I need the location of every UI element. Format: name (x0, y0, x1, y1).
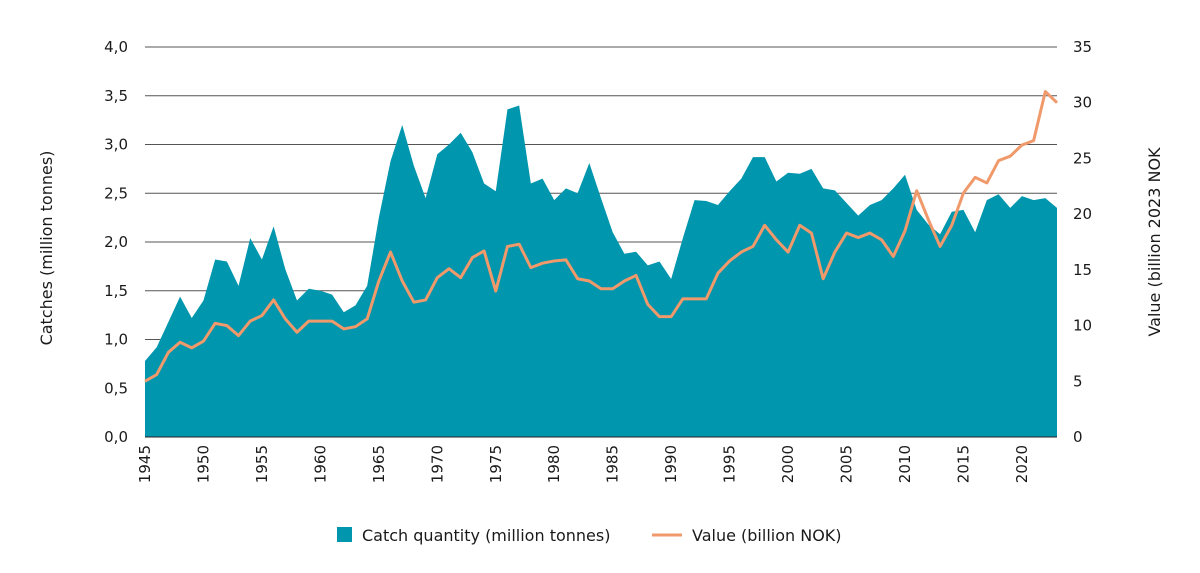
legend: Catch quantity (million tonnes) Value (b… (337, 526, 842, 545)
y-left-axis: 0,0 0,5 1,0 1,5 2,0 2,5 3,0 3,5 4,0 (104, 38, 128, 446)
y-right-tick-label: 35 (1073, 38, 1092, 56)
y-left-tick-label: 4,0 (104, 38, 128, 56)
y-left-tick-label: 1,5 (104, 282, 128, 300)
x-tick-label: 1960 (311, 445, 329, 483)
x-tick-label: 2020 (1013, 445, 1031, 483)
y-right-tick-label: 30 (1073, 94, 1092, 112)
x-tick-label: 1995 (721, 445, 739, 483)
y-right-axis: 0 5 10 15 20 25 30 35 (1073, 38, 1092, 446)
y-left-tick-label: 3,5 (104, 87, 128, 105)
catch-area-layer (145, 105, 1057, 437)
value-line-layer (144, 90, 1059, 383)
x-tick-label: 2010 (896, 445, 914, 483)
y-right-tick-label: 10 (1073, 317, 1092, 335)
y-left-tick-label: 2,0 (104, 233, 128, 251)
value-line (144, 90, 1059, 383)
x-tick-label: 1990 (662, 445, 680, 483)
x-tick-label: 2000 (779, 445, 797, 483)
legend-swatch-catch (337, 527, 352, 542)
y-right-tick-label: 5 (1073, 372, 1083, 390)
legend-label-value: Value (billion NOK) (692, 526, 842, 545)
x-tick-label: 1970 (428, 445, 446, 483)
x-tick-label: 1955 (253, 445, 271, 483)
y-left-tick-label: 0,5 (104, 379, 128, 397)
y-right-tick-label: 15 (1073, 261, 1092, 279)
y-right-tick-label: 25 (1073, 149, 1092, 167)
y-left-tick-label: 0,0 (104, 428, 128, 446)
x-tick-label: 1985 (604, 445, 622, 483)
y-left-label: Catches (million tonnes) (37, 151, 56, 346)
legend-label-catch: Catch quantity (million tonnes) (362, 526, 610, 545)
x-tick-label: 1980 (545, 445, 563, 483)
x-tick-label: 2005 (838, 445, 856, 483)
y-right-label: Value (billion 2023 NOK (1145, 147, 1164, 337)
x-tick-label: 2015 (954, 445, 972, 483)
x-tick-label: 1965 (370, 445, 388, 483)
y-left-tick-label: 2,5 (104, 184, 128, 202)
x-tick-label: 1975 (487, 445, 505, 483)
y-left-tick-label: 3,0 (104, 136, 128, 154)
y-right-tick-label: 20 (1073, 205, 1092, 223)
x-tick-label: 1950 (194, 445, 212, 483)
x-axis: 1945 1950 1955 1960 1965 1970 1975 1980 1985 1990… (136, 436, 1057, 483)
catch-quantity-area (145, 105, 1057, 437)
x-tick-label: 1945 (136, 445, 154, 483)
y-right-tick-label: 0 (1073, 428, 1083, 446)
y-left-tick-label: 1,0 (104, 331, 128, 349)
